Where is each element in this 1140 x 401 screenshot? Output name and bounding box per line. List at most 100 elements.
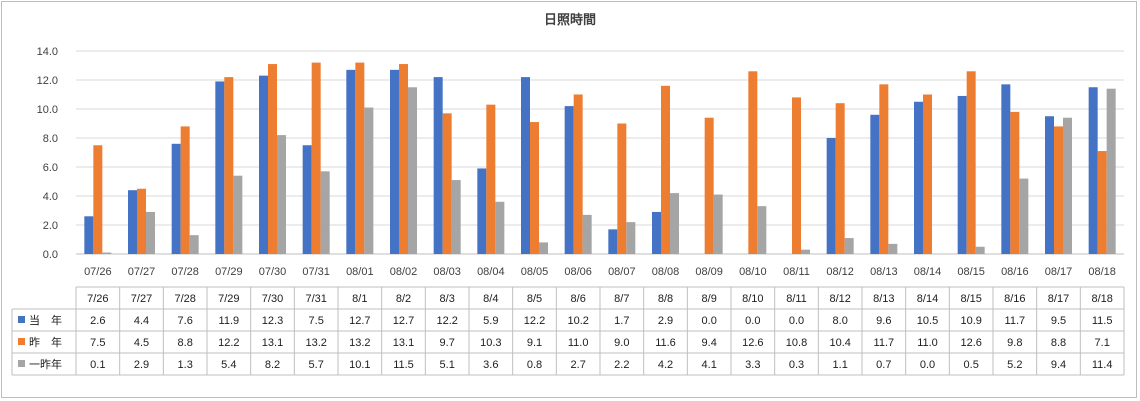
legend-swatch <box>18 316 25 323</box>
table-cell: 3.3 <box>745 359 760 371</box>
table-cell: 10.2 <box>567 315 588 327</box>
x-tick-label: 08/07 <box>608 266 636 278</box>
y-tick-label: 14.0 <box>37 46 58 58</box>
table-cell: 8.8 <box>1051 337 1066 349</box>
bar <box>451 180 461 254</box>
table-header-cell: 8/5 <box>527 293 542 305</box>
y-axis: 0.0 2.0 4.0 6.0 8.0 10.0 12.0 14.0 <box>37 46 58 261</box>
table-header-cell: 8/16 <box>1004 293 1025 305</box>
x-tick-label: 08/13 <box>870 266 898 278</box>
table-cell: 12.3 <box>262 315 283 327</box>
y-tick-label: 6.0 <box>43 162 58 174</box>
bar <box>408 87 417 254</box>
table-cell: 11.9 <box>219 315 240 327</box>
table-cell: 9.0 <box>614 337 629 349</box>
table-cell: 11.0 <box>568 337 589 349</box>
bar <box>1019 178 1029 254</box>
y-tick-label: 2.0 <box>43 220 58 232</box>
table-cell: 12.6 <box>742 337 763 349</box>
table-header-cell: 8/13 <box>873 293 894 305</box>
table-header-cell: 7/27 <box>131 293 152 305</box>
table-header-cell: 8/14 <box>917 293 938 305</box>
table-cell: 11.7 <box>1005 315 1026 327</box>
bar <box>888 243 898 254</box>
bar <box>652 211 661 254</box>
table-cell: 10.3 <box>480 337 501 349</box>
legend-label: 当 年 <box>29 313 62 327</box>
bar <box>84 216 94 254</box>
table-cell: 5.7 <box>309 359 324 371</box>
table-header-cell: 7/26 <box>87 293 108 305</box>
table-header-cell: 8/4 <box>483 293 498 305</box>
table-header-cell: 7/28 <box>174 293 195 305</box>
table-cell: 12.2 <box>218 337 239 349</box>
x-tick-label: 07/26 <box>84 266 112 278</box>
bar <box>835 103 845 254</box>
table-cell: 8.2 <box>265 359 280 371</box>
x-tick-label: 08/17 <box>1045 266 1073 278</box>
table-cell: 9.6 <box>876 315 891 327</box>
x-tick-label: 08/14 <box>914 266 942 278</box>
x-tick-label: 07/29 <box>215 266 243 278</box>
bar <box>757 206 767 254</box>
table-cell: 9.5 <box>1051 315 1066 327</box>
bar <box>442 113 452 254</box>
table-cell: 9.7 <box>440 337 455 349</box>
table-cell: 7.5 <box>90 337 105 349</box>
bar <box>1054 126 1063 254</box>
bar <box>564 106 574 254</box>
bar <box>146 211 155 254</box>
bar <box>233 175 243 254</box>
bar <box>826 138 836 254</box>
table-cell: 12.7 <box>393 315 414 327</box>
table-header-cell: 7/31 <box>305 293 326 305</box>
table-cell: 9.8 <box>1007 337 1022 349</box>
table-cell: 10.8 <box>786 337 807 349</box>
bar <box>661 85 670 254</box>
bar <box>914 101 923 254</box>
bar <box>311 62 321 254</box>
table-header-cell: 8/7 <box>614 293 629 305</box>
table-cell: 10.4 <box>829 337 850 349</box>
table-cell: 0.0 <box>789 315 804 327</box>
x-tick-label: 08/02 <box>390 266 418 278</box>
x-tick-label: 08/03 <box>433 266 461 278</box>
x-tick-label: 08/15 <box>957 266 985 278</box>
bar <box>364 107 374 254</box>
table-cell: 11.0 <box>917 337 938 349</box>
table-header-cell: 8/17 <box>1048 293 1069 305</box>
table-cell: 4.5 <box>134 337 149 349</box>
table-cell: 0.1 <box>90 359 105 371</box>
bar <box>302 145 312 254</box>
chart-title: 日照時間 <box>544 12 596 28</box>
x-tick-label: 08/11 <box>783 266 810 278</box>
table-cell: 10.9 <box>960 315 981 327</box>
table-cell: 0.0 <box>745 315 760 327</box>
x-tick-label: 08/08 <box>652 266 680 278</box>
x-tick-label: 08/04 <box>477 266 505 278</box>
x-tick-label: 08/16 <box>1001 266 1029 278</box>
table-cell: 9.4 <box>702 337 717 349</box>
bar <box>1045 116 1054 254</box>
table-cell: 12.7 <box>349 315 370 327</box>
bar <box>180 126 190 254</box>
x-tick-label: 07/31 <box>302 266 330 278</box>
bar <box>477 168 487 254</box>
table-cell: 12.6 <box>960 337 981 349</box>
table-cell: 2.6 <box>90 315 105 327</box>
table-cell: 10.1 <box>349 359 370 371</box>
table-header-cell: 8/9 <box>702 293 717 305</box>
table-cell: 2.7 <box>571 359 586 371</box>
bar <box>1001 84 1011 254</box>
table-cell: 12.2 <box>524 315 545 327</box>
legend-swatch <box>18 360 25 367</box>
bar <box>1106 88 1116 254</box>
table-cell: 9.1 <box>527 337 542 349</box>
bar <box>268 64 277 254</box>
bar <box>171 143 181 254</box>
bar <box>801 249 810 254</box>
bar <box>670 193 679 254</box>
y-tick-label: 4.0 <box>43 191 58 203</box>
bars <box>84 62 1116 255</box>
